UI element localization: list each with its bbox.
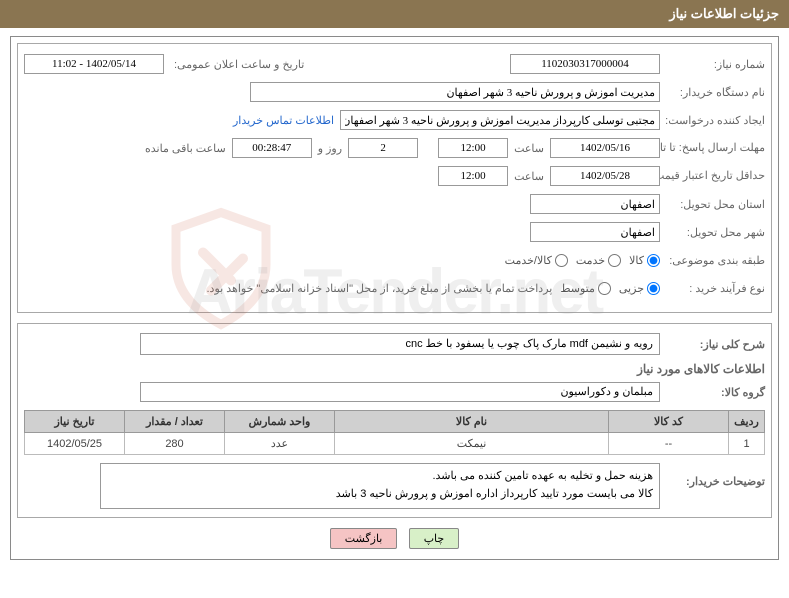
print-button[interactable]: چاپ <box>409 528 460 549</box>
desc-field[interactable]: رویه و نشیمن mdf مارک پاک چوب یا یسفود ب… <box>140 333 660 355</box>
buyer-contact-link[interactable]: اطلاعات تماس خریدار <box>233 114 340 127</box>
validity-date-field[interactable] <box>550 166 660 186</box>
province-label: استان محل تحویل: <box>660 198 765 211</box>
main-panel: شماره نیاز: تاریخ و ساعت اعلان عمومی: نا… <box>10 36 779 560</box>
province-field[interactable] <box>530 194 660 214</box>
button-row: چاپ بازگشت <box>17 518 772 553</box>
countdown-field[interactable] <box>232 138 312 158</box>
group-field[interactable]: مبلمان و دکوراسیون <box>140 382 660 402</box>
radio-both[interactable]: کالا/خدمت <box>505 254 568 267</box>
table-row: 1 -- نیمکت عدد 280 1402/05/25 <box>25 433 765 455</box>
td-code: -- <box>609 433 729 455</box>
back-button[interactable]: بازگشت <box>330 528 398 549</box>
days-field[interactable] <box>348 138 418 158</box>
desc-label: شرح کلی نیاز: <box>660 338 765 351</box>
radio-goods-label: کالا <box>629 254 644 267</box>
td-name: نیمکت <box>335 433 609 455</box>
radio-service-label: خدمت <box>576 254 605 267</box>
treasury-note: پرداخت تمام یا بخشی از مبلغ خرید، از محل… <box>207 282 561 295</box>
th-name: نام کالا <box>335 411 609 433</box>
radio-medium[interactable]: متوسط <box>560 282 611 295</box>
radio-goods-input[interactable] <box>647 254 660 267</box>
radio-medium-label: متوسط <box>560 282 595 295</box>
response-hour-field[interactable] <box>438 138 508 158</box>
category-label: طبقه بندی موضوعی: <box>660 254 765 267</box>
hour-label-1: ساعت <box>508 142 550 155</box>
form-panel: شماره نیاز: تاریخ و ساعت اعلان عمومی: نا… <box>17 43 772 313</box>
announce-date-field[interactable] <box>24 54 164 74</box>
need-number-label: شماره نیاز: <box>660 58 765 71</box>
purchase-type-label: نوع فرآیند خرید : <box>660 282 765 295</box>
td-unit: عدد <box>225 433 335 455</box>
validity-hour-field[interactable] <box>438 166 508 186</box>
td-row: 1 <box>729 433 765 455</box>
group-label: گروه کالا: <box>660 386 765 399</box>
radio-service-input[interactable] <box>608 254 621 267</box>
requester-label: ایجاد کننده درخواست: <box>660 114 765 127</box>
city-label: شهر محل تحویل: <box>660 226 765 239</box>
th-qty: تعداد / مقدار <box>125 411 225 433</box>
response-date-field[interactable] <box>550 138 660 158</box>
radio-partial-label: جزیی <box>619 282 644 295</box>
remaining-label: ساعت باقی مانده <box>139 142 232 155</box>
goods-table: ردیف کد کالا نام کالا واحد شمارش تعداد /… <box>24 410 765 455</box>
td-qty: 280 <box>125 433 225 455</box>
radio-medium-input[interactable] <box>598 282 611 295</box>
details-panel: شرح کلی نیاز: رویه و نشیمن mdf مارک پاک … <box>17 323 772 518</box>
validity-label: حداقل تاریخ اعتبار قیمت: تا تاریخ: <box>660 169 765 183</box>
city-field[interactable] <box>530 222 660 242</box>
hour-label-2: ساعت <box>508 170 550 183</box>
radio-service[interactable]: خدمت <box>576 254 621 267</box>
th-date: تاریخ نیاز <box>25 411 125 433</box>
radio-goods[interactable]: کالا <box>629 254 660 267</box>
buyer-org-field[interactable] <box>250 82 660 102</box>
th-row: ردیف <box>729 411 765 433</box>
page-header: جزئیات اطلاعات نیاز <box>0 0 789 28</box>
radio-both-input[interactable] <box>555 254 568 267</box>
buyer-org-label: نام دستگاه خریدار: <box>660 86 765 99</box>
buyer-desc-label: توضیحات خریدار: <box>660 463 765 488</box>
days-label: روز و <box>312 142 348 155</box>
th-code: کد کالا <box>609 411 729 433</box>
radio-both-label: کالا/خدمت <box>505 254 552 267</box>
buyer-desc-field[interactable]: هزینه حمل و تخلیه به عهده تامین کننده می… <box>100 463 660 509</box>
announce-label: تاریخ و ساعت اعلان عمومی: <box>170 58 304 71</box>
goods-section-title: اطلاعات کالاهای مورد نیاز <box>24 362 765 376</box>
radio-partial[interactable]: جزیی <box>619 282 660 295</box>
requester-field[interactable] <box>340 110 660 130</box>
response-deadline-label: مهلت ارسال پاسخ: تا تاریخ: <box>660 141 765 155</box>
th-unit: واحد شمارش <box>225 411 335 433</box>
radio-partial-input[interactable] <box>647 282 660 295</box>
td-date: 1402/05/25 <box>25 433 125 455</box>
need-number-field[interactable] <box>510 54 660 74</box>
